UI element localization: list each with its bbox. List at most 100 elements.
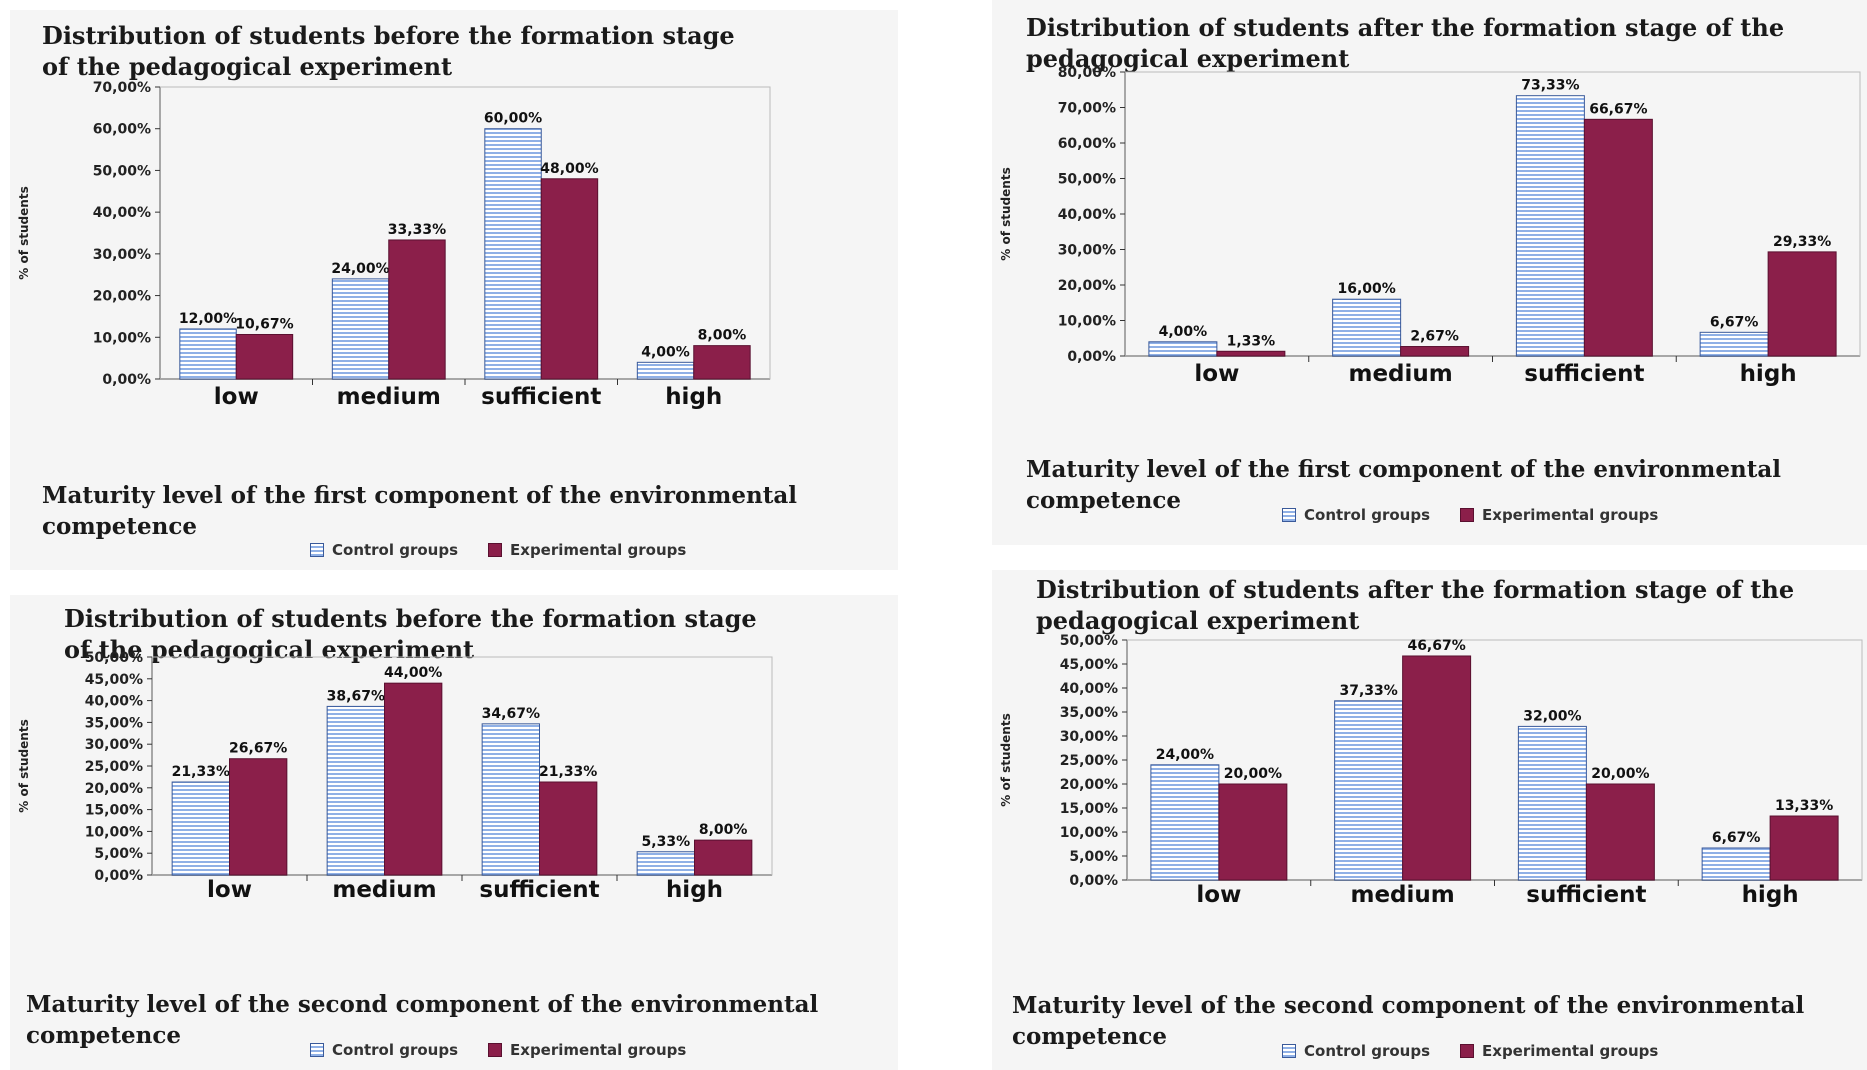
- x-tick-label: low: [1194, 361, 1239, 387]
- bar-control-low: [179, 328, 237, 380]
- bar-experimental-medium: [388, 239, 446, 380]
- y-tick-label: 15,00%: [1060, 801, 1118, 817]
- chart-svg: 0,00% 10,00% 20,00% 30,00% 40,00% 50,00% 60,00…: [17, 80, 771, 410]
- y-tick-label: 5,00%: [94, 846, 143, 862]
- y-tick-label: 60,00%: [1058, 136, 1116, 152]
- y-tick-label: 35,00%: [85, 715, 143, 731]
- legend: Control groups Experimental groups: [310, 541, 686, 559]
- data-label: 1,33%: [1227, 333, 1276, 349]
- chart-svg: 0,00% 10,00% 20,00% 30,00% 40,00% 50,00% 60,00…: [999, 65, 1861, 387]
- chart-panel-3: Distribution of students before the form…: [10, 595, 898, 1070]
- y-tick-label: 30,00%: [1058, 243, 1116, 259]
- data-label: 4,00%: [1159, 324, 1208, 340]
- data-label: 44,00%: [384, 665, 442, 681]
- bar-experimental-low: [1216, 350, 1286, 357]
- y-tick-label: 30,00%: [1060, 729, 1118, 745]
- bar-control-medium: [326, 705, 385, 876]
- legend-swatch-control: [310, 1043, 324, 1057]
- x-tick-label: medium: [332, 877, 436, 903]
- bar-control-high: [1699, 331, 1769, 357]
- bar-experimental-high: [1767, 251, 1837, 357]
- chart-svg: 0,00% 5,00% 10,00% 15,00% 20,00% 25,00% 30,00%…: [999, 633, 1863, 908]
- y-tick-label: 0,00%: [102, 372, 151, 388]
- y-tick-label: 15,00%: [85, 803, 143, 819]
- bar-control-sufficient: [484, 128, 542, 380]
- legend-label-control: Control groups: [332, 1041, 459, 1059]
- y-axis-label: % of students: [999, 167, 1013, 260]
- bar-experimental-low: [235, 333, 294, 380]
- data-label: 21,33%: [172, 764, 230, 780]
- bar-experimental-sufficient: [540, 178, 599, 380]
- data-label: 6,67%: [1710, 314, 1759, 330]
- chart-panel-2: Distribution of students after the forma…: [992, 0, 1867, 545]
- bar-control-medium: [1332, 298, 1402, 357]
- bar-control-sufficient: [481, 723, 540, 876]
- data-label: 6,67%: [1712, 830, 1761, 846]
- y-axis-label: % of students: [17, 719, 31, 812]
- x-tick-label: sufficient: [479, 877, 599, 903]
- chart-panel-1: Distribution of students before the form…: [10, 10, 898, 570]
- legend-label-control: Control groups: [1304, 506, 1431, 524]
- legend-label-experimental: Experimental groups: [1482, 1042, 1659, 1060]
- y-tick-label: 50,00%: [1060, 633, 1118, 649]
- chart-panel-4: Distribution of students after the forma…: [992, 570, 1867, 1070]
- bar-experimental-high: [1769, 815, 1839, 881]
- chart-title: Distribution of students before the form…: [64, 604, 757, 664]
- y-tick-label: 20,00%: [85, 781, 143, 797]
- chart-svg: 0,00% 5,00% 10,00% 15,00% 20,00% 25,00% 30,00%…: [17, 650, 773, 903]
- data-label: 21,33%: [539, 764, 597, 780]
- y-tick-label: 30,00%: [85, 737, 143, 753]
- data-label: 16,00%: [1337, 281, 1395, 297]
- x-tick-label: high: [1742, 882, 1799, 908]
- y-tick-label: 70,00%: [93, 80, 151, 96]
- y-tick-label: 25,00%: [85, 759, 143, 775]
- bar-experimental-low: [229, 758, 288, 876]
- y-tick-label: 10,00%: [93, 330, 151, 346]
- y-tick-label: 40,00%: [1060, 681, 1118, 697]
- legend-swatch-control: [1282, 508, 1296, 522]
- legend-label-control: Control groups: [332, 541, 459, 559]
- y-tick-label: 0,00%: [1067, 349, 1116, 365]
- legend-swatch-experimental: [1460, 1044, 1475, 1058]
- bar-experimental-sufficient: [1585, 783, 1655, 881]
- y-tick-label: 5,00%: [1069, 849, 1118, 865]
- y-tick-label: 0,00%: [94, 868, 143, 884]
- bar-experimental-sufficient: [1583, 118, 1653, 357]
- bar-control-low: [1150, 764, 1220, 881]
- bar-experimental-medium: [384, 682, 443, 876]
- data-label: 37,33%: [1339, 683, 1397, 699]
- x-tick-label: low: [1196, 882, 1241, 908]
- x-tick-label: medium: [337, 384, 441, 410]
- bar-experimental-high: [693, 345, 751, 380]
- bar-control-high: [636, 851, 696, 876]
- x-tick-label: sufficient: [1524, 361, 1644, 387]
- data-label: 5,33%: [642, 834, 691, 850]
- data-label: 2,67%: [1410, 329, 1459, 345]
- y-tick-label: 80,00%: [1058, 65, 1116, 81]
- x-tick-label: low: [214, 384, 259, 410]
- bar-control-low: [171, 781, 230, 876]
- y-tick-label: 40,00%: [93, 205, 151, 221]
- legend-label-control: Control groups: [1304, 1042, 1431, 1060]
- x-tick-label: medium: [1350, 882, 1454, 908]
- x-tick-label: sufficient: [481, 384, 601, 410]
- y-tick-label: 25,00%: [1060, 753, 1118, 769]
- x-tick-label: high: [665, 384, 722, 410]
- y-tick-label: 10,00%: [1058, 314, 1116, 330]
- y-tick-label: 35,00%: [1060, 705, 1118, 721]
- y-tick-label: 20,00%: [1060, 777, 1118, 793]
- legend-label-experimental: Experimental groups: [510, 1041, 687, 1059]
- x-axis-title: Maturity level of the second component o…: [1012, 992, 1805, 1050]
- bar-experimental-high: [694, 839, 753, 876]
- y-tick-label: 20,00%: [1058, 278, 1116, 294]
- y-tick-label: 30,00%: [93, 247, 151, 263]
- data-label: 24,00%: [1156, 747, 1214, 763]
- bar-control-sufficient: [1515, 95, 1585, 357]
- x-tick-label: high: [666, 877, 723, 903]
- data-label: 20,00%: [1591, 766, 1649, 782]
- legend: Control groups Experimental groups: [310, 1041, 686, 1059]
- bar-experimental-sufficient: [539, 781, 598, 876]
- data-label: 60,00%: [484, 111, 542, 127]
- x-axis-title: Maturity level of the first component of…: [1026, 456, 1781, 514]
- data-label: 48,00%: [540, 161, 598, 177]
